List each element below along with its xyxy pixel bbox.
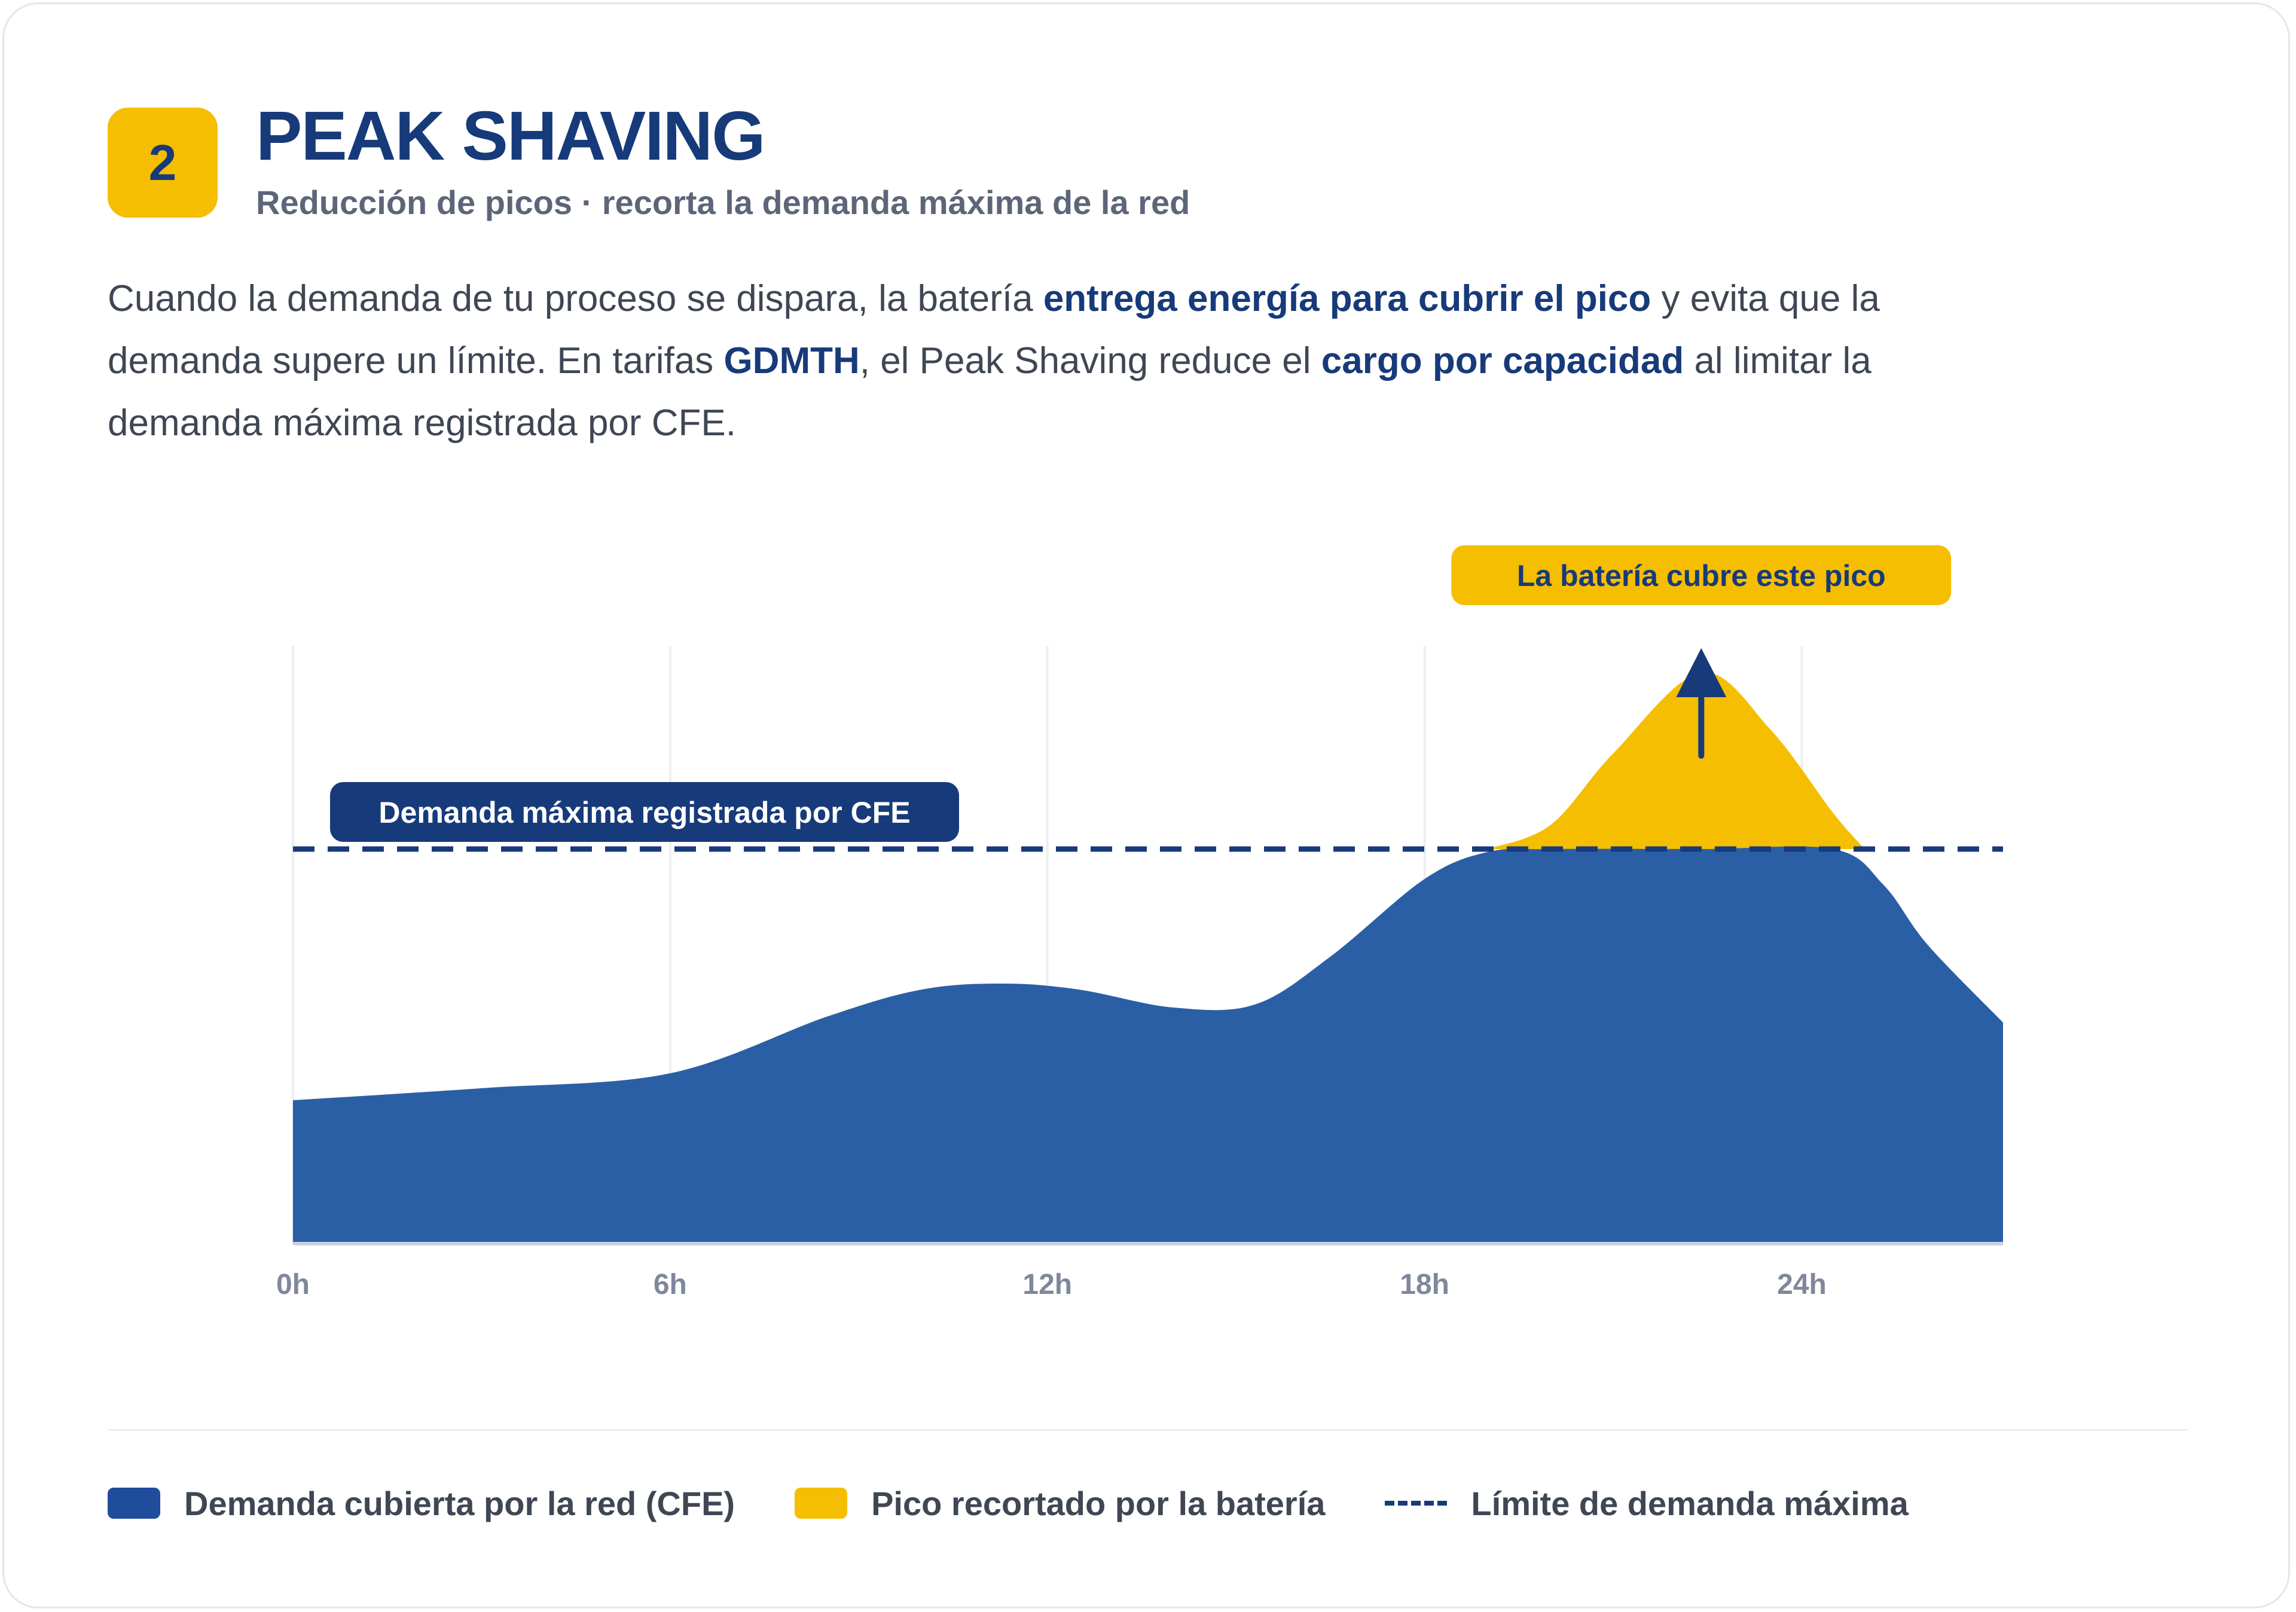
x-tick-label: 12h xyxy=(1022,1269,1072,1300)
chart-legend: Demanda cubierta por la red (CFE) Pico r… xyxy=(108,1479,1968,1527)
description: Cuando la demanda de tu proceso se dispa… xyxy=(108,268,2176,454)
description-line-1: Cuando la demanda de tu proceso se dispa… xyxy=(108,268,2176,330)
description-text: Cuando la demanda de tu proceso se dispa… xyxy=(108,278,1043,319)
demand-chart: 0h 6h 12h 18h 24h Demanda máxima registrada p… xyxy=(276,545,2003,1300)
description-highlight: GDMTH xyxy=(723,340,860,381)
limit-label-text: Demanda máxima registrada por CFE xyxy=(378,796,910,829)
page-title: PEAK SHAVING xyxy=(256,97,765,175)
arrow-up-icon xyxy=(1676,648,1727,697)
page-subtitle: Reducción de picos · recorta la demanda … xyxy=(256,184,1190,221)
description-text: y evita que la xyxy=(1651,278,1880,319)
description-highlight: cargo por capacidad xyxy=(1321,340,1684,381)
legend-swatch-battery xyxy=(795,1488,848,1519)
legend-item-battery: Pico recortado por la batería xyxy=(795,1484,1325,1523)
x-tick-label: 0h xyxy=(276,1269,310,1300)
description-line-3: demanda máxima registrada por CFE. xyxy=(108,392,2176,454)
x-tick-label: 18h xyxy=(1400,1269,1449,1300)
peak-label-text: La batería cubre este pico xyxy=(1517,559,1886,593)
description-text: demanda máxima registrada por CFE. xyxy=(108,402,737,444)
legend-label-battery: Pico recortado por la batería xyxy=(871,1484,1326,1522)
battery-peak-area xyxy=(1487,672,1865,849)
limit-label-pill xyxy=(330,782,959,842)
description-text: demanda supere un límite. En tarifas xyxy=(108,340,724,381)
legend-label-limit: Límite de demanda máxima xyxy=(1471,1484,1909,1522)
legend-item-limit: Límite de demanda máxima xyxy=(1385,1484,1909,1523)
legend-swatch-grid xyxy=(108,1488,160,1519)
legend-divider xyxy=(108,1429,2188,1431)
step-badge: 2 xyxy=(108,108,218,218)
peak-label-pill xyxy=(1451,545,1952,605)
description-line-2: demanda supere un límite. En tarifas GDM… xyxy=(108,330,2176,392)
x-tick-label: 6h xyxy=(654,1269,687,1300)
description-highlight: entrega energía para cubrir el pico xyxy=(1043,278,1651,319)
grid-demand-area xyxy=(293,846,2003,1244)
x-tick-label: 24h xyxy=(1777,1269,1827,1300)
legend-item-grid: Demanda cubierta por la red (CFE) xyxy=(108,1484,735,1523)
description-text: al limitar la xyxy=(1684,340,1871,381)
legend-label-grid: Demanda cubierta por la red (CFE) xyxy=(184,1484,735,1522)
legend-dash-limit xyxy=(1385,1501,1448,1506)
description-text: , el Peak Shaving reduce el xyxy=(859,340,1321,381)
